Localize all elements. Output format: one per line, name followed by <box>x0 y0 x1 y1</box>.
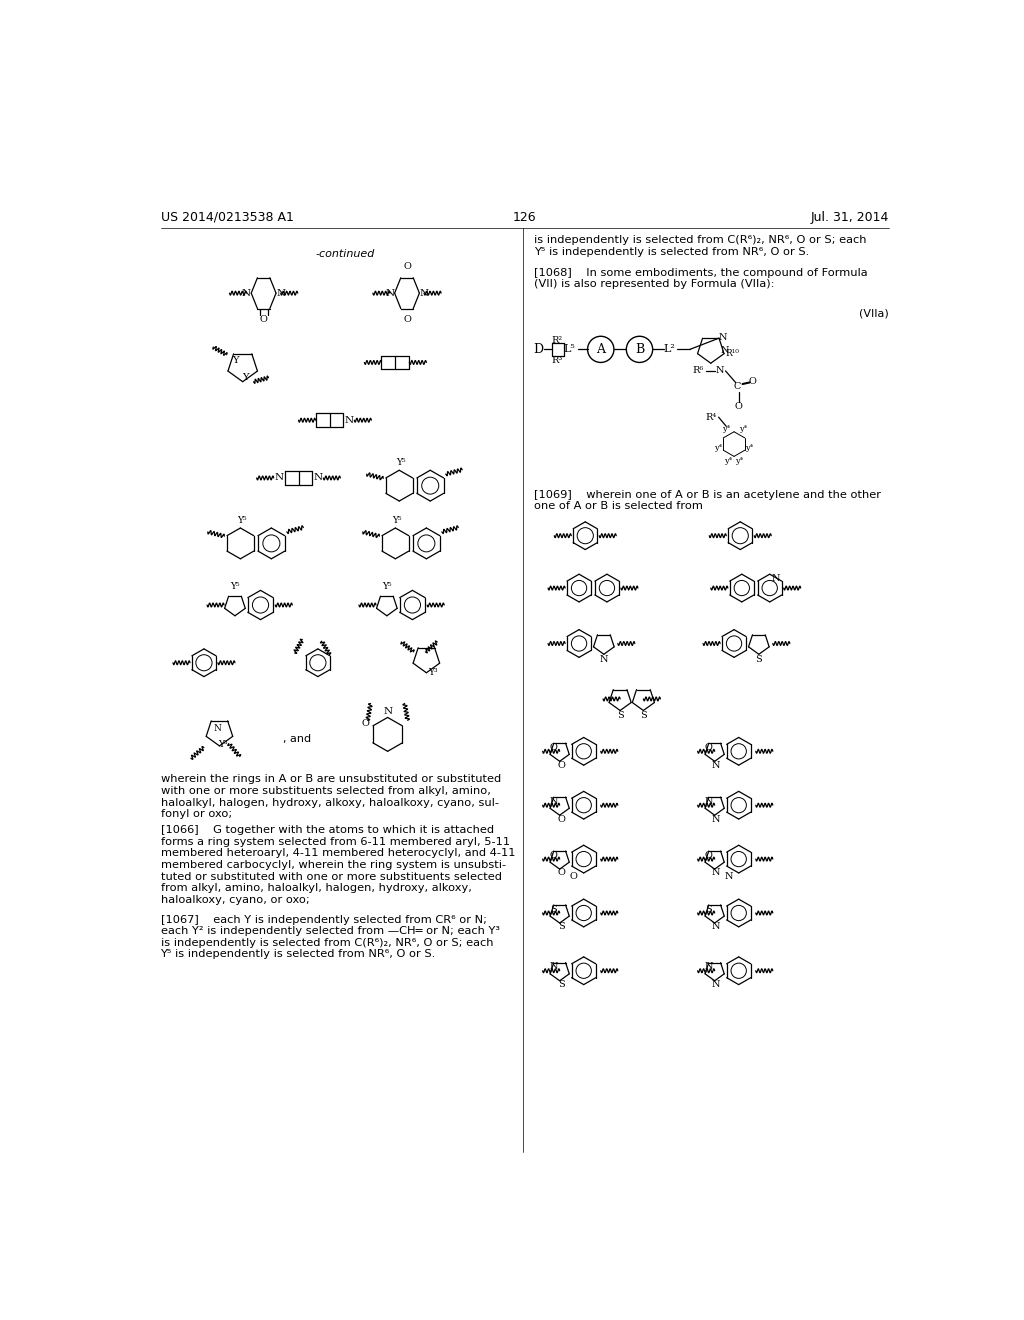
Text: N: N <box>600 655 608 664</box>
Text: N: N <box>772 574 780 583</box>
Text: D: D <box>534 343 544 356</box>
Text: US 2014/0213538 A1: US 2014/0213538 A1 <box>161 211 294 224</box>
Text: N: N <box>313 474 323 482</box>
Text: Y³: Y³ <box>218 741 227 748</box>
Text: S: S <box>550 904 557 913</box>
Text: O: O <box>557 814 565 824</box>
Text: Y⁵: Y⁵ <box>230 582 240 591</box>
Text: C: C <box>733 381 740 391</box>
Text: O: O <box>705 743 713 752</box>
Text: [1067]    each Y is independently selected from CR⁶ or N;
each Y² is independent: [1067] each Y is independently selected … <box>161 915 500 960</box>
Text: O: O <box>705 851 713 859</box>
Text: N: N <box>712 923 721 932</box>
Text: Y⁵: Y⁵ <box>382 582 391 591</box>
Text: R⁶: R⁶ <box>692 367 705 375</box>
Text: N: N <box>549 797 558 805</box>
Text: y⁴: y⁴ <box>734 457 742 465</box>
Text: N: N <box>242 289 251 297</box>
Text: Y⁵: Y⁵ <box>238 516 247 525</box>
Text: A: A <box>596 343 605 356</box>
Text: N: N <box>724 871 733 880</box>
Text: O: O <box>749 378 757 387</box>
Text: y⁴: y⁴ <box>715 444 723 451</box>
Text: S: S <box>558 923 564 932</box>
Text: wherein the rings in A or B are unsubstituted or substituted
with one or more su: wherein the rings in A or B are unsubsti… <box>161 775 501 820</box>
Text: N: N <box>712 814 721 824</box>
Text: N: N <box>420 289 429 297</box>
Text: S: S <box>640 711 647 721</box>
Text: Y⁵: Y⁵ <box>392 516 401 525</box>
Text: O: O <box>557 869 565 878</box>
Text: B: B <box>635 343 644 356</box>
Text: N: N <box>549 962 558 972</box>
Text: N: N <box>712 869 721 878</box>
Text: L²: L² <box>664 345 676 354</box>
Text: y⁴: y⁴ <box>739 425 748 433</box>
Text: R¹⁰: R¹⁰ <box>726 348 739 358</box>
Text: S: S <box>706 904 712 913</box>
Text: y⁴: y⁴ <box>722 425 730 433</box>
Text: S: S <box>558 981 564 989</box>
Text: [1066]    G together with the atoms to which it is attached
forms a ring system : [1066] G together with the atoms to whic… <box>161 825 515 904</box>
Text: R²: R² <box>552 335 563 345</box>
Text: N: N <box>712 760 721 770</box>
Text: S: S <box>616 711 624 721</box>
Text: Y³: Y³ <box>428 668 437 677</box>
Text: Jul. 31, 2014: Jul. 31, 2014 <box>811 211 889 224</box>
Text: N: N <box>721 346 729 355</box>
Text: O: O <box>550 743 557 752</box>
Text: N: N <box>344 416 353 425</box>
Text: (VIIa): (VIIa) <box>859 309 889 318</box>
Text: N: N <box>718 334 727 342</box>
Text: -continued: -continued <box>315 249 375 259</box>
Text: O: O <box>403 263 411 272</box>
Text: N: N <box>214 725 222 734</box>
Text: N: N <box>385 289 394 297</box>
Text: y⁴: y⁴ <box>745 444 754 451</box>
Text: L⁵: L⁵ <box>564 345 575 354</box>
Text: 126: 126 <box>513 211 537 224</box>
Text: O: O <box>557 760 565 770</box>
Text: O: O <box>569 871 578 880</box>
Text: R³: R³ <box>552 355 563 364</box>
Text: N: N <box>276 289 286 297</box>
Text: Y⁵: Y⁵ <box>396 458 406 467</box>
Text: R⁴: R⁴ <box>706 413 717 421</box>
Text: N: N <box>274 474 284 482</box>
Text: N: N <box>716 367 724 375</box>
Text: N: N <box>705 797 713 805</box>
Text: S: S <box>756 655 762 664</box>
Text: Y: Y <box>243 372 249 381</box>
Text: Y: Y <box>231 355 239 364</box>
Text: is independently is selected from C(R⁶)₂, NR⁶, O or S; each
Y⁵ is independently : is independently is selected from C(R⁶)₂… <box>535 235 866 257</box>
Text: , and: , and <box>283 734 311 744</box>
Text: y⁴: y⁴ <box>724 457 732 465</box>
Text: O: O <box>550 851 557 859</box>
Text: O: O <box>260 315 267 323</box>
Text: N: N <box>705 962 713 972</box>
Text: O: O <box>403 315 411 323</box>
Text: O: O <box>362 719 370 729</box>
Text: [1069]    wherein one of A or B is an acetylene and the other
one of A or B is s: [1069] wherein one of A or B is an acety… <box>535 490 881 511</box>
Text: N: N <box>712 981 721 989</box>
Text: N: N <box>383 706 392 715</box>
Text: O: O <box>735 401 742 411</box>
Text: [1068]    In some embodiments, the compound of Formula
(VII) is also represented: [1068] In some embodiments, the compound… <box>535 268 867 289</box>
